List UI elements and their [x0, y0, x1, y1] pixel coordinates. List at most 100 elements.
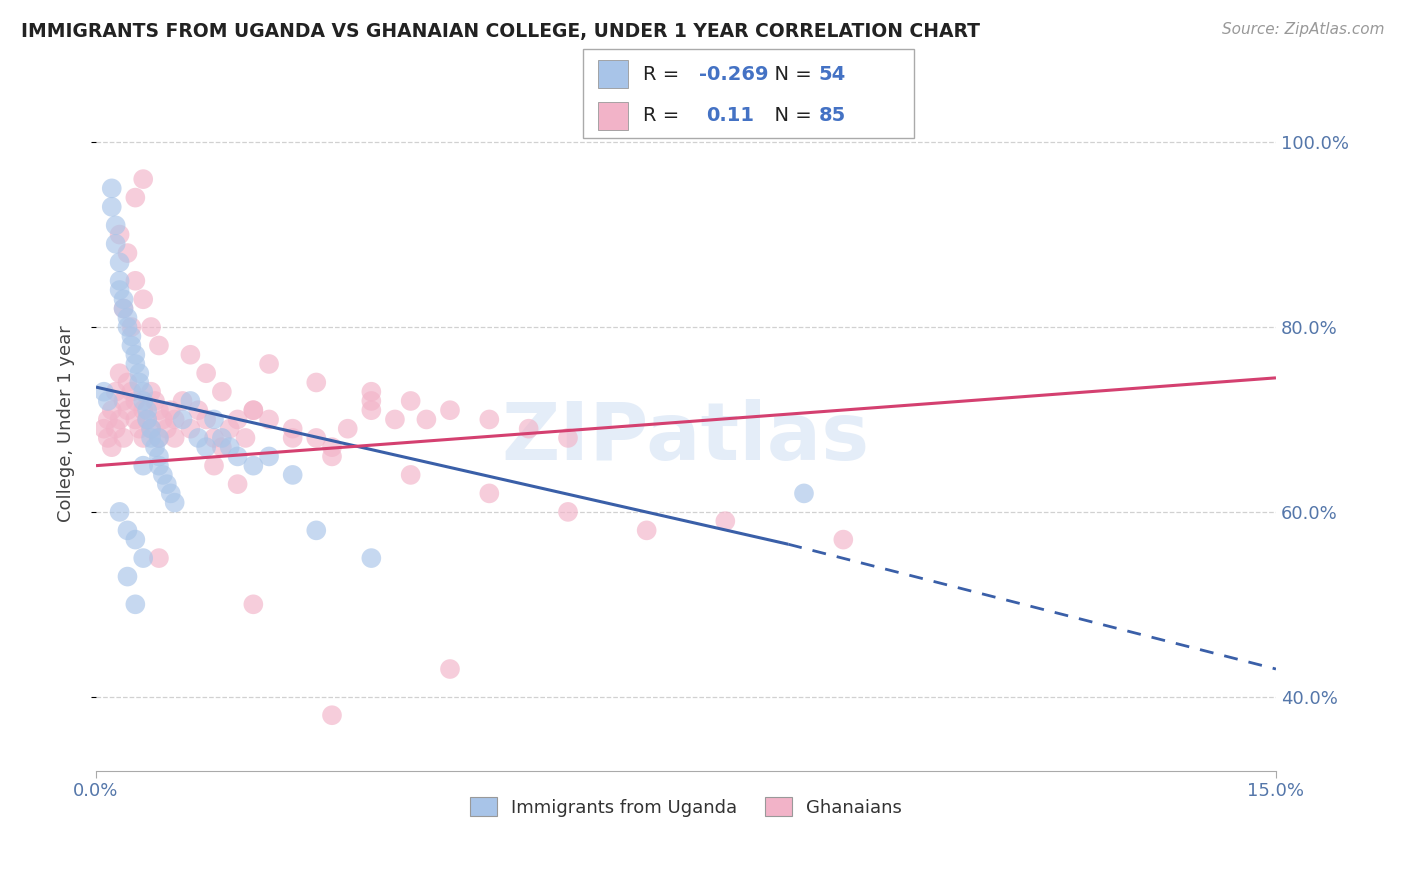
Point — [139, 422, 162, 436]
Point — [112, 394, 135, 409]
Point — [104, 236, 127, 251]
Point — [218, 440, 240, 454]
Point — [384, 412, 406, 426]
Point — [148, 431, 170, 445]
Point — [104, 219, 127, 233]
Point — [104, 384, 127, 399]
Point — [478, 486, 501, 500]
Legend: Immigrants from Uganda, Ghanaians: Immigrants from Uganda, Ghanaians — [463, 790, 910, 824]
Point — [117, 569, 139, 583]
Point — [281, 467, 304, 482]
Point — [120, 320, 142, 334]
Point — [128, 366, 150, 380]
Point — [139, 384, 162, 399]
Point — [108, 366, 131, 380]
Point — [120, 329, 142, 343]
Point — [321, 440, 343, 454]
Point — [100, 181, 122, 195]
Point — [557, 505, 579, 519]
Point — [517, 422, 540, 436]
Point — [139, 431, 162, 445]
Text: R =: R = — [643, 64, 685, 84]
Point — [321, 450, 343, 464]
Point — [305, 376, 328, 390]
Text: ZIPatlas: ZIPatlas — [502, 399, 870, 477]
Point — [100, 403, 122, 417]
Point — [124, 533, 146, 547]
Point — [281, 431, 304, 445]
Point — [152, 467, 174, 482]
Point — [132, 172, 155, 186]
Point — [179, 348, 201, 362]
Point — [415, 412, 437, 426]
Point — [117, 524, 139, 538]
Point — [187, 431, 209, 445]
Point — [179, 422, 201, 436]
Point — [112, 431, 135, 445]
Text: N =: N = — [762, 106, 818, 126]
Point — [117, 403, 139, 417]
Point — [112, 301, 135, 316]
Point — [163, 495, 186, 509]
Point — [97, 431, 120, 445]
Point — [117, 310, 139, 325]
Point — [172, 412, 194, 426]
Point — [117, 376, 139, 390]
Point — [159, 403, 181, 417]
Point — [360, 403, 382, 417]
Point — [132, 458, 155, 473]
Point — [108, 274, 131, 288]
Point — [124, 597, 146, 611]
Point — [108, 412, 131, 426]
Point — [132, 293, 155, 307]
Point — [211, 384, 233, 399]
Point — [100, 440, 122, 454]
Point — [148, 338, 170, 352]
Point — [187, 403, 209, 417]
Point — [132, 394, 155, 409]
Point — [148, 403, 170, 417]
Point — [832, 533, 855, 547]
Point — [163, 431, 186, 445]
Point — [636, 524, 658, 538]
Point — [195, 366, 218, 380]
Point — [242, 403, 264, 417]
Point — [360, 551, 382, 566]
Point — [257, 357, 280, 371]
Point — [226, 412, 249, 426]
Point — [104, 422, 127, 436]
Point — [152, 412, 174, 426]
Text: R =: R = — [643, 106, 692, 126]
Point — [399, 394, 422, 409]
Point — [321, 708, 343, 723]
Point — [136, 412, 159, 426]
Point — [97, 394, 120, 409]
Y-axis label: College, Under 1 year: College, Under 1 year — [58, 326, 75, 523]
Point — [793, 486, 815, 500]
Point — [305, 524, 328, 538]
Point — [143, 440, 166, 454]
Point — [257, 450, 280, 464]
Point — [202, 458, 225, 473]
Point — [360, 394, 382, 409]
Point — [148, 431, 170, 445]
Point — [148, 458, 170, 473]
Point — [202, 431, 225, 445]
Point — [211, 440, 233, 454]
Point — [112, 301, 135, 316]
Point — [136, 412, 159, 426]
Point — [439, 662, 461, 676]
Point — [112, 293, 135, 307]
Point — [439, 403, 461, 417]
Point — [714, 514, 737, 528]
Text: IMMIGRANTS FROM UGANDA VS GHANAIAN COLLEGE, UNDER 1 YEAR CORRELATION CHART: IMMIGRANTS FROM UGANDA VS GHANAIAN COLLE… — [21, 22, 980, 41]
Text: N =: N = — [762, 64, 818, 84]
Point — [172, 394, 194, 409]
Point — [478, 412, 501, 426]
Point — [163, 412, 186, 426]
Point — [108, 255, 131, 269]
Point — [124, 394, 146, 409]
Point — [159, 486, 181, 500]
Point — [242, 458, 264, 473]
Point — [336, 422, 359, 436]
